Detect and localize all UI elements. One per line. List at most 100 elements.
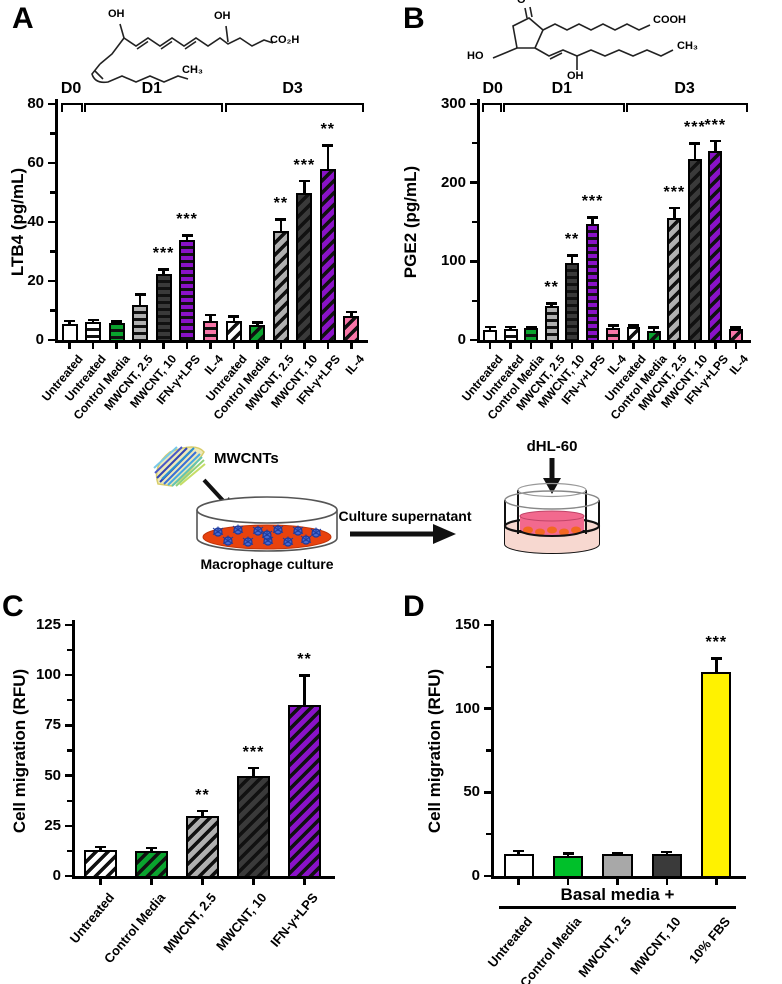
y-axis-title: Cell migration (RFU) xyxy=(425,668,444,833)
error-cap xyxy=(197,809,208,813)
bar xyxy=(646,330,661,342)
y-tick xyxy=(470,102,478,106)
error-cap xyxy=(228,315,240,318)
ltb4-label: OH xyxy=(214,10,231,22)
sig-label: *** xyxy=(663,183,686,201)
group-bracket xyxy=(482,103,502,112)
x-tick xyxy=(99,879,102,885)
error-bar xyxy=(693,143,697,164)
x-tick xyxy=(652,343,656,349)
ltb4-label: CO₂H xyxy=(270,34,300,46)
error-cap xyxy=(64,319,76,323)
error-bar xyxy=(303,180,306,197)
panel-c: C 0 25 50 75 100 125 Cell migration (RFU) Untre… xyxy=(0,592,391,984)
bar xyxy=(296,192,313,342)
dhl60-label: dHL-60 xyxy=(526,438,578,455)
group-bracket-label: D3 xyxy=(674,80,695,97)
y-tick-label: 0 xyxy=(471,867,480,884)
y-axis-title: Cell migration (RFU) xyxy=(10,668,29,833)
y-minor-tick xyxy=(486,749,492,752)
x-tick xyxy=(326,343,330,349)
error-bar xyxy=(591,217,594,228)
bar xyxy=(585,223,600,342)
error-cap xyxy=(710,657,722,660)
bar xyxy=(61,323,78,342)
x-tick xyxy=(632,343,635,349)
error-cap xyxy=(513,849,525,853)
x-label: MWCNT, 10 xyxy=(213,890,270,954)
bar xyxy=(728,328,743,342)
y-axis xyxy=(55,99,58,343)
y-tick xyxy=(65,724,73,727)
y-axis xyxy=(72,620,75,879)
bar xyxy=(319,168,336,342)
y-minor-tick xyxy=(486,665,492,668)
y-tick-label: 50 xyxy=(44,766,61,784)
error-cap xyxy=(205,313,216,317)
error-bar xyxy=(185,235,189,244)
sig-label: *** xyxy=(581,193,604,211)
error-cap xyxy=(709,139,721,143)
error-cap xyxy=(648,326,660,329)
y-minor-tick xyxy=(67,649,73,652)
panel-a-letter: A xyxy=(12,2,34,35)
x-tick xyxy=(566,879,570,885)
x-tick xyxy=(232,343,236,349)
bar xyxy=(84,849,117,878)
workflow-diagram-drawing xyxy=(153,446,601,554)
y-tick-label: 75 xyxy=(44,716,61,734)
group-bracket-label: D3 xyxy=(282,80,303,97)
error-cap xyxy=(730,326,742,329)
error-cap xyxy=(525,325,537,329)
arrow-supernatant xyxy=(350,524,456,544)
y-minor-tick xyxy=(50,309,56,312)
sig-label: *** xyxy=(684,119,706,137)
group-bracket xyxy=(84,103,224,112)
y-tick xyxy=(484,874,492,878)
error-bar xyxy=(570,255,574,267)
panel-b-letter: B xyxy=(403,2,425,35)
sig-label: ** xyxy=(297,651,312,669)
error-bar xyxy=(326,145,330,173)
error-cap xyxy=(248,766,259,770)
error-cap xyxy=(95,845,106,849)
x-tick xyxy=(665,879,669,885)
y-tick xyxy=(484,791,492,794)
sig-label: *** xyxy=(152,245,175,263)
x-label: IFN-γ+LPS xyxy=(267,890,321,950)
y-minor-tick xyxy=(67,699,73,702)
sig-label: ** xyxy=(195,786,210,804)
y-tick xyxy=(470,260,478,263)
bar xyxy=(565,262,580,342)
error-cap xyxy=(345,310,357,314)
mwcnt-bundle-icon xyxy=(153,446,206,487)
x-tick xyxy=(734,343,738,349)
y-axis-title: PGE2 (pg/mL) xyxy=(401,165,420,279)
y-minor-tick xyxy=(67,749,73,752)
ltb4-structure-drawing xyxy=(91,23,274,84)
sig-label: *** xyxy=(704,116,727,134)
x-tick xyxy=(279,343,283,349)
y-tick-label: 0 xyxy=(35,331,44,348)
y-tick xyxy=(484,707,492,710)
panel-d: D 0 50 100 150 Cell migration (RFU) Untreated… xyxy=(391,592,782,984)
x-tick xyxy=(303,879,306,885)
bar xyxy=(225,320,242,342)
y-axis xyxy=(491,620,494,879)
error-cap xyxy=(689,142,701,145)
error-bar xyxy=(715,658,718,676)
y-minor-tick xyxy=(486,833,492,836)
x-label: IL-4 xyxy=(727,352,752,378)
sig-label: *** xyxy=(242,743,265,761)
group-label: Basal media + xyxy=(560,885,675,904)
x-tick xyxy=(252,879,255,885)
y-tick-label: 100 xyxy=(35,666,61,684)
y-minor-tick xyxy=(67,799,73,802)
pge2-label: CH₃ xyxy=(677,40,698,52)
y-tick-label: 25 xyxy=(44,816,61,834)
sig-label: *** xyxy=(705,634,728,652)
x-label: MWCNT, 10 xyxy=(626,914,684,978)
x-tick xyxy=(673,343,676,349)
bar xyxy=(272,230,289,342)
